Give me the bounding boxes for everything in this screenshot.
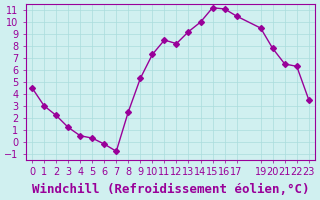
X-axis label: Windchill (Refroidissement éolien,°C): Windchill (Refroidissement éolien,°C) <box>32 183 309 196</box>
